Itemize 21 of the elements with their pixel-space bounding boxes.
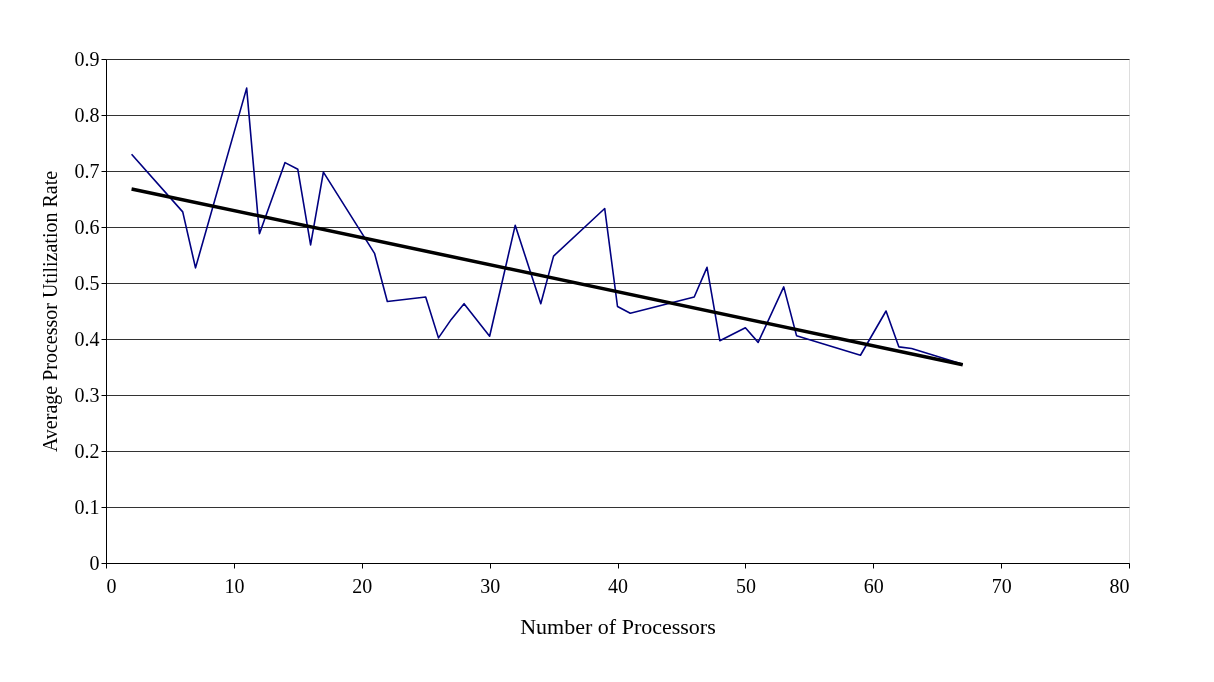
y-tick-label: 0.3: [74, 383, 100, 406]
x-tick-label: 70: [991, 574, 1012, 597]
x-tick-label: 40: [608, 574, 628, 597]
y-tick-label: 0.9: [74, 47, 100, 70]
y-tick-label: 0.2: [74, 439, 100, 462]
y-tick-label: 0.7: [74, 159, 100, 182]
y-tick-label: 0.6: [74, 215, 100, 238]
x-tick-label: 20: [352, 574, 373, 597]
x-tick-label: 10: [224, 574, 245, 597]
x-tick-label: 60: [863, 574, 884, 597]
y-tick-label: 0.5: [74, 271, 100, 294]
y-tick-label: 0.4: [74, 327, 100, 350]
y-tick-label: 0.8: [74, 103, 100, 126]
x-tick-label: 30: [480, 574, 501, 597]
x-tick-label: 0: [106, 574, 117, 597]
x-tick-label: 80: [1109, 574, 1130, 597]
x-axis-title: Number of Processors: [520, 613, 716, 639]
y-tick-label: 0: [89, 551, 100, 574]
y-tick-label: 0.1: [74, 495, 100, 518]
x-tick-label: 50: [735, 574, 756, 597]
y-axis-title: Average Processor Utilization Rate: [38, 170, 62, 453]
